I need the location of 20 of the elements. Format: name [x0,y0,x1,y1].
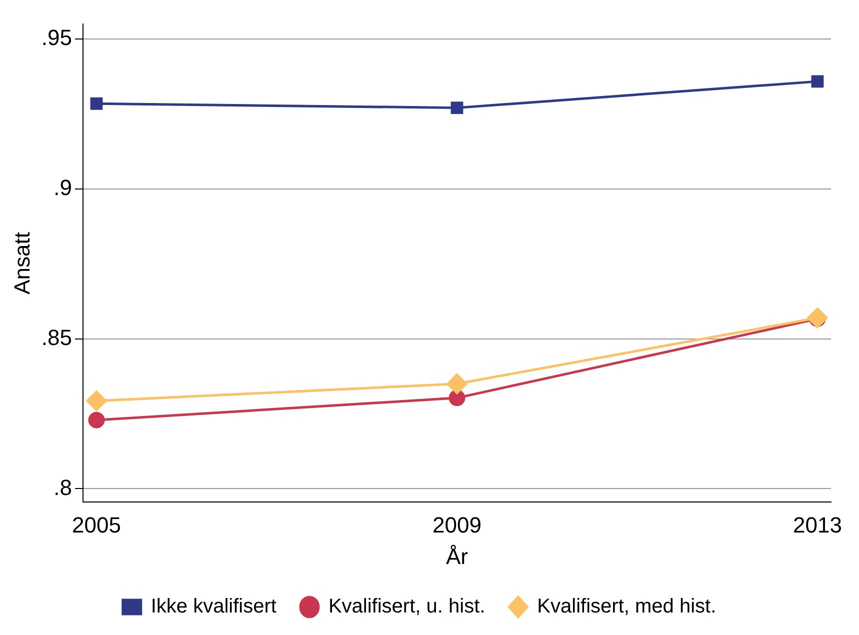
point [807,308,828,328]
legend-label: Ikke kvalifisert [150,596,277,618]
y-tick-label: .95 [41,25,72,50]
y-tick-label: .8 [54,474,72,500]
point [88,412,105,428]
x-axis-title: År [446,544,468,569]
y-tick-label: .9 [54,175,72,200]
y-tick-label: .85 [41,324,72,350]
point [90,97,103,110]
legend-label: Kvalifisert, u. hist. [328,596,486,618]
point [450,102,464,114]
point [446,374,468,394]
y-axis-title: Ansatt [9,232,34,294]
x-tick-label: 2005 [72,512,121,538]
legend-label: Kvalifisert, med hist. [537,596,716,618]
x-tick-label: 2013 [793,512,842,538]
point [86,390,107,412]
x-tick-label: 2009 [432,512,482,538]
point [811,75,824,88]
point [448,390,466,406]
